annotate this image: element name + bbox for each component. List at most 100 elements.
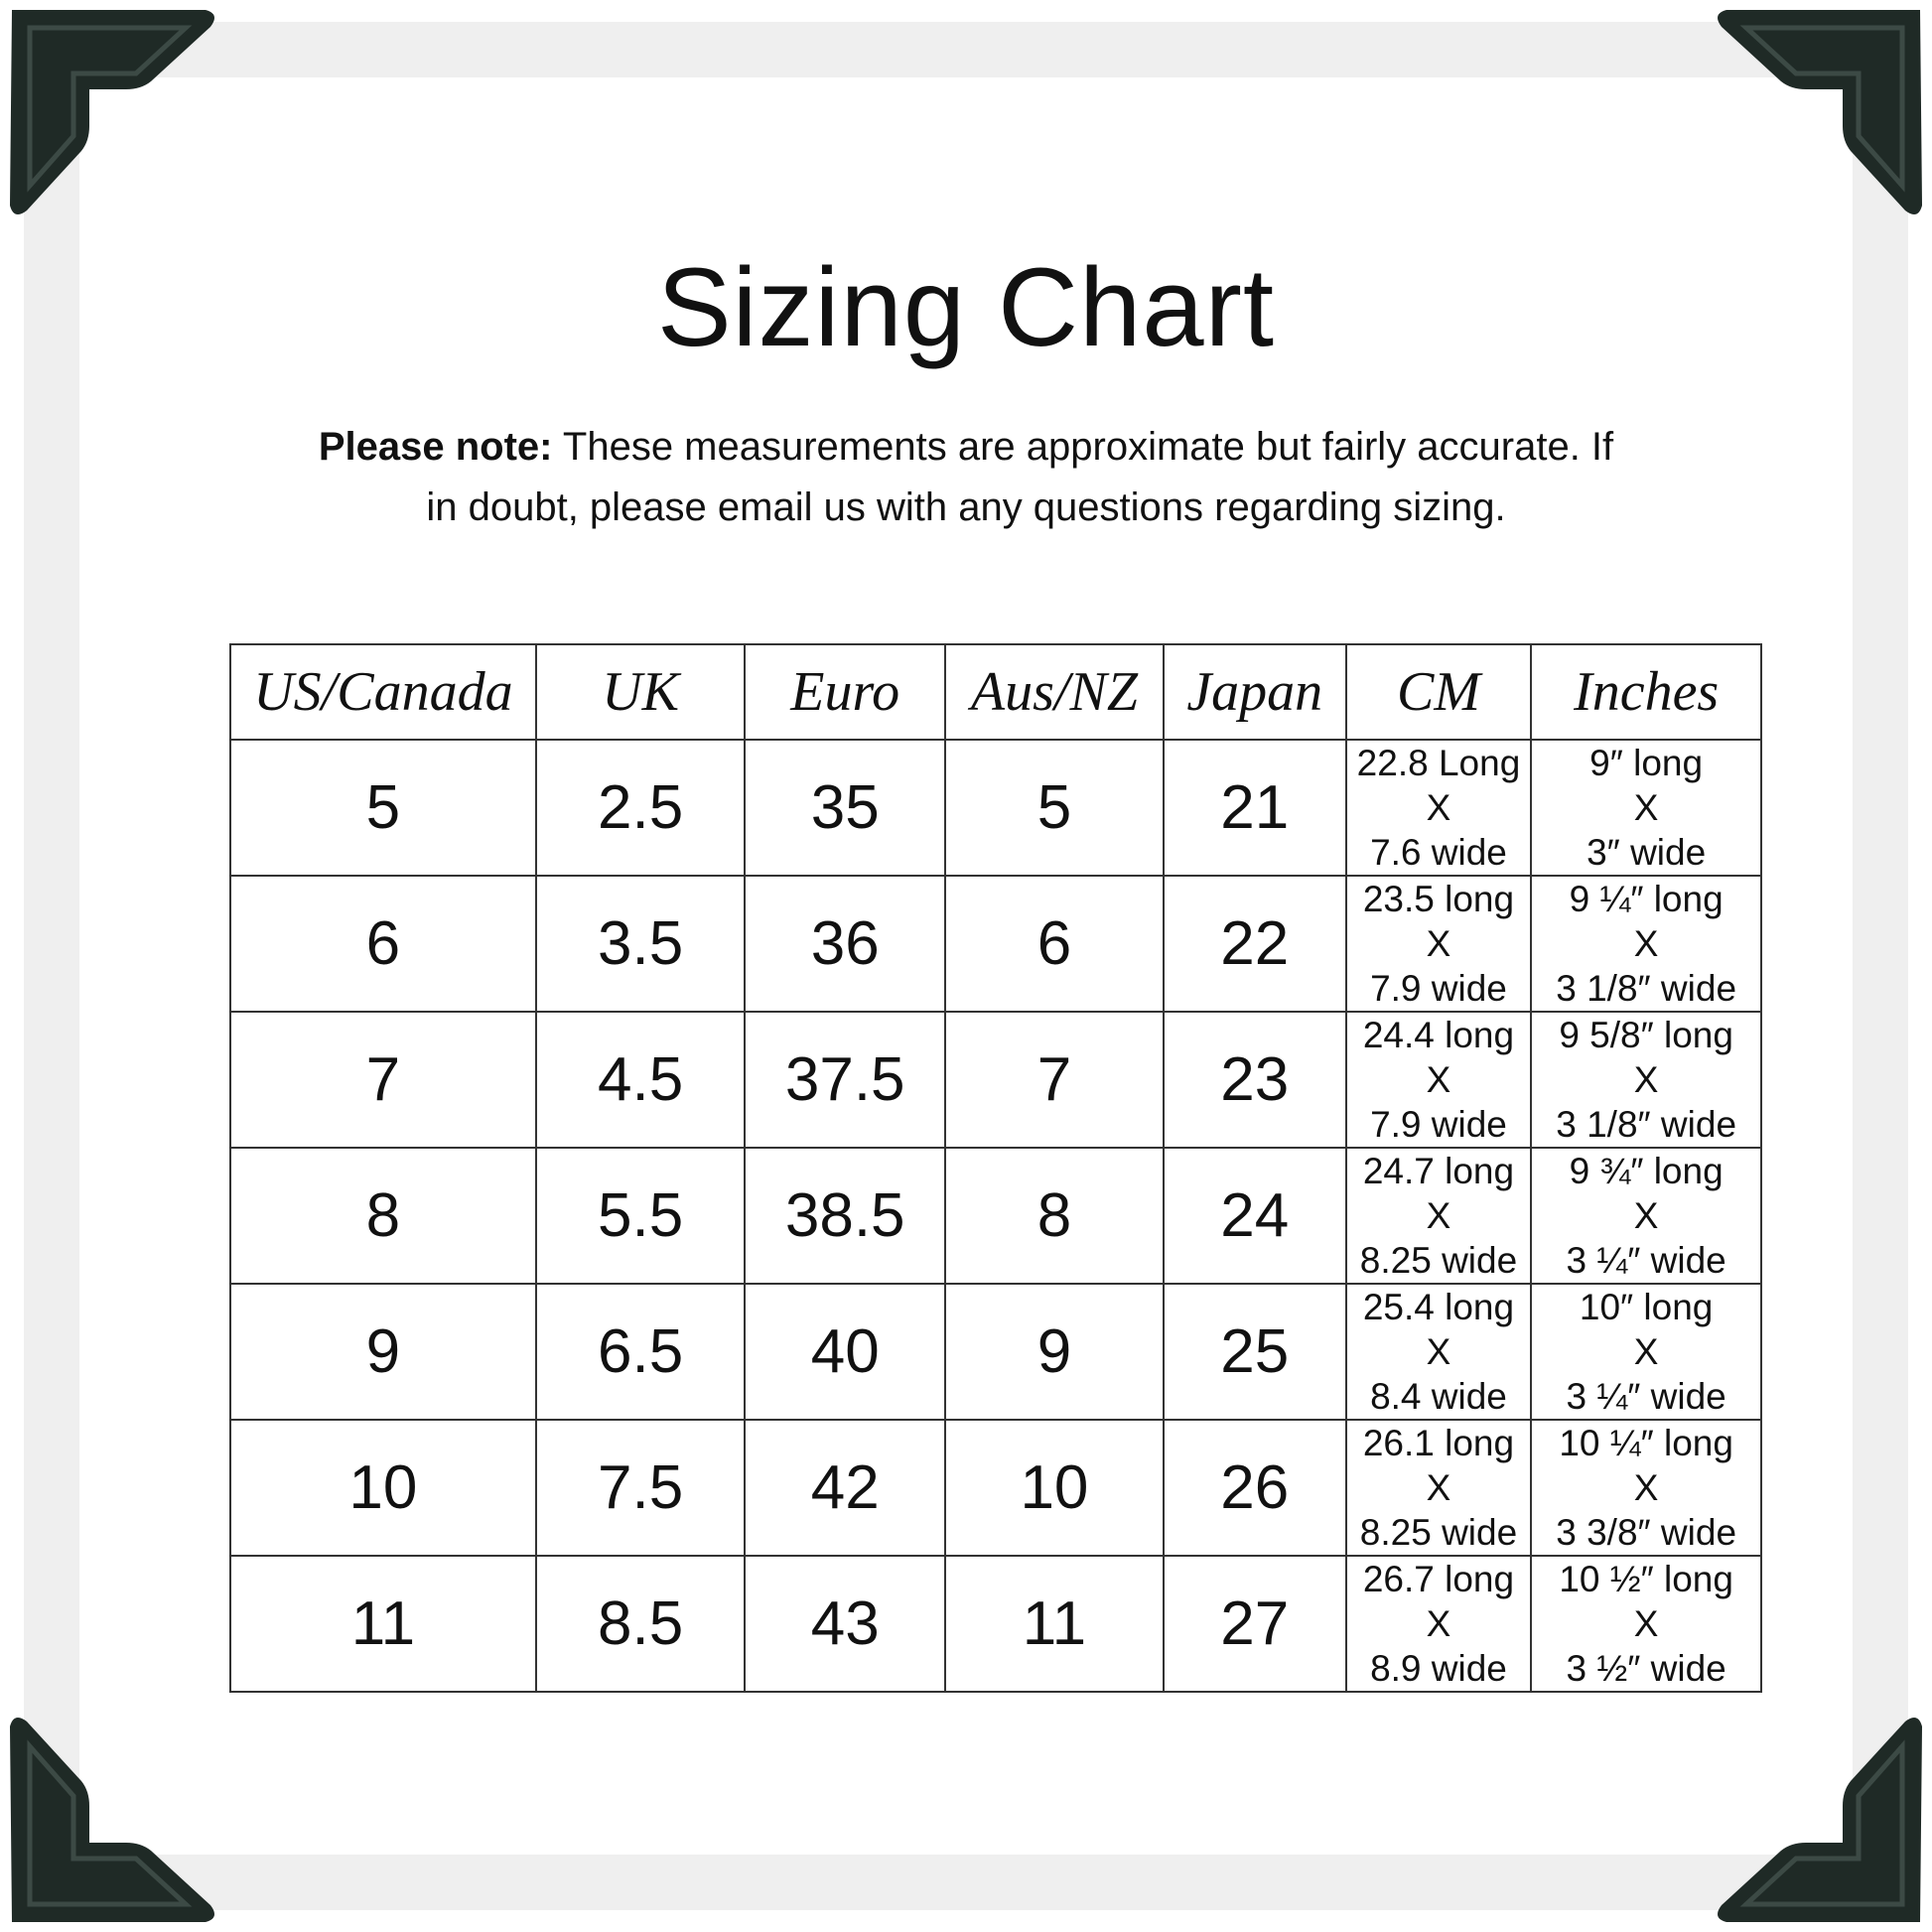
cell-aus: 6	[944, 875, 1165, 1013]
cell-uk: 7.5	[534, 1419, 747, 1557]
cell-line: 22.8 Long	[1356, 743, 1521, 783]
cell-uk: 2.5	[534, 739, 747, 877]
cell-line: 3 1/8″ wide	[1556, 968, 1737, 1009]
cell-in: 10 ¼″ long X 3 3/8″ wide	[1530, 1419, 1762, 1557]
cell-uk: 5.5	[534, 1147, 747, 1285]
table-row: 8 5.5 38.5 8 24 24.7 long X 8.25 wide 9 ¾″ long X…	[229, 1147, 1762, 1285]
cell-us: 10	[229, 1419, 537, 1557]
cell-line: 7.9 wide	[1370, 1104, 1507, 1145]
cell-in: 9 ¾″ long X 3 ¼″ wide	[1530, 1147, 1762, 1285]
column-header: Euro	[744, 643, 947, 741]
cell-cm: 25.4 long X 8.4 wide	[1344, 1283, 1533, 1421]
cell-line: X	[1426, 787, 1451, 828]
cell-us: 7	[229, 1011, 537, 1149]
cell-line: X	[1426, 1603, 1451, 1644]
header-row: US/Canada UK Euro Aus/NZ Japan CM Inches	[229, 643, 1762, 741]
column-header: Inches	[1530, 643, 1762, 741]
table-row: 9 6.5 40 9 25 25.4 long X 8.4 wide 10″ long X 3 ¼″…	[229, 1283, 1762, 1421]
cell-cm: 26.1 long X 8.25 wide	[1344, 1419, 1533, 1557]
cell-japan: 21	[1162, 739, 1347, 877]
cell-line: 7.9 wide	[1370, 968, 1507, 1009]
cell-cm: 22.8 Long X 7.6 wide	[1344, 739, 1533, 877]
cell-japan: 22	[1162, 875, 1347, 1013]
table-row: 7 4.5 37.5 7 23 24.4 long X 7.9 wide 9 5/8″ long…	[229, 1011, 1762, 1149]
cell-line: 9 5/8″ long	[1559, 1015, 1733, 1055]
sizing-table: US/Canada UK Euro Aus/NZ Japan CM Inches 5 2.5 3…	[229, 643, 1762, 1693]
cell-line: X	[1633, 1195, 1659, 1236]
cell-japan: 25	[1162, 1283, 1347, 1421]
table-row: 6 3.5 36 6 22 23.5 long X 7.9 wide 9 ¼″ long X 3 1…	[229, 875, 1762, 1013]
cell-line: 25.4 long	[1362, 1287, 1515, 1327]
cell-line: 7.6 wide	[1370, 832, 1507, 873]
cell-line: 8.25 wide	[1359, 1512, 1518, 1553]
cell-line: X	[1633, 787, 1659, 828]
cell-euro: 42	[744, 1419, 947, 1557]
cell-line: 10″ long	[1579, 1287, 1714, 1327]
cell-euro: 40	[744, 1283, 947, 1421]
table-row: 10 7.5 42 10 26 26.1 long X 8.25 wide 10 ¼″ long…	[229, 1419, 1762, 1557]
cell-us: 11	[229, 1555, 537, 1693]
cell-line: X	[1633, 923, 1659, 964]
cell-in: 9 5/8″ long X 3 1/8″ wide	[1530, 1011, 1762, 1149]
cell-aus: 9	[944, 1283, 1165, 1421]
cell-line: 8.9 wide	[1370, 1648, 1507, 1689]
cell-line: X	[1426, 1331, 1451, 1372]
note: Please note: These measurements are appr…	[298, 417, 1634, 538]
column-header: CM	[1344, 643, 1533, 741]
cell-line: 9 ¼″ long	[1569, 879, 1724, 919]
cell-uk: 6.5	[534, 1283, 747, 1421]
photo-corner-bottom-left	[2, 1707, 225, 1930]
cell-line: 8.25 wide	[1359, 1240, 1518, 1281]
cell-line: 3 ¼″ wide	[1566, 1240, 1726, 1281]
cell-aus: 7	[944, 1011, 1165, 1149]
table-row: 5 2.5 35 5 21 22.8 Long X 7.6 wide 9″ long X 3″ wi…	[229, 739, 1762, 877]
cell-euro: 36	[744, 875, 947, 1013]
cell-euro: 37.5	[744, 1011, 947, 1149]
cell-line: 8.4 wide	[1370, 1376, 1507, 1417]
cell-line: 10 ¼″ long	[1559, 1423, 1733, 1463]
cell-line: 3″ wide	[1587, 832, 1707, 873]
cell-cm: 23.5 long X 7.9 wide	[1344, 875, 1533, 1013]
photo-corner-bottom-right	[1707, 1707, 1930, 1930]
cell-cm: 26.7 long X 8.9 wide	[1344, 1555, 1533, 1693]
cell-us: 6	[229, 875, 537, 1013]
cell-line: X	[1633, 1467, 1659, 1508]
cell-uk: 4.5	[534, 1011, 747, 1149]
cell-japan: 23	[1162, 1011, 1347, 1149]
cell-japan: 27	[1162, 1555, 1347, 1693]
cell-line: X	[1633, 1059, 1659, 1100]
cell-line: 3 3/8″ wide	[1556, 1512, 1737, 1553]
cell-line: 23.5 long	[1362, 879, 1515, 919]
cell-line: 26.1 long	[1362, 1423, 1515, 1463]
cell-line: X	[1426, 923, 1451, 964]
page-title: Sizing Chart	[656, 245, 1276, 369]
cell-line: X	[1426, 1195, 1451, 1236]
cell-line: 3 1/8″ wide	[1556, 1104, 1737, 1145]
cell-in: 10 ½″ long X 3 ½″ wide	[1530, 1555, 1762, 1693]
column-header: US/Canada	[229, 643, 537, 741]
table-row: 11 8.5 43 11 27 26.7 long X 8.9 wide 10 ½″ long X…	[229, 1555, 1762, 1693]
cell-aus: 8	[944, 1147, 1165, 1285]
cell-japan: 26	[1162, 1419, 1347, 1557]
column-header: Japan	[1162, 643, 1347, 741]
cell-in: 9 ¼″ long X 3 1/8″ wide	[1530, 875, 1762, 1013]
note-text: These measurements are approximate but f…	[426, 425, 1614, 529]
cell-line: X	[1426, 1059, 1451, 1100]
cell-line: 9 ¾″ long	[1569, 1151, 1724, 1191]
cell-aus: 11	[944, 1555, 1165, 1693]
cell-euro: 38.5	[744, 1147, 947, 1285]
cell-line: 24.7 long	[1362, 1151, 1515, 1191]
cell-aus: 5	[944, 739, 1165, 877]
cell-line: 24.4 long	[1362, 1015, 1515, 1055]
cell-euro: 43	[744, 1555, 947, 1693]
column-header: Aus/NZ	[944, 643, 1165, 741]
cell-us: 9	[229, 1283, 537, 1421]
column-header: UK	[534, 643, 747, 741]
photo-corner-top-right	[1707, 2, 1930, 225]
cell-line: 26.7 long	[1362, 1559, 1515, 1599]
note-label: Please note:	[318, 425, 553, 469]
cell-line: 10 ½″ long	[1559, 1559, 1733, 1599]
cell-japan: 24	[1162, 1147, 1347, 1285]
cell-line: 9″ long	[1589, 743, 1704, 783]
cell-line: X	[1633, 1603, 1659, 1644]
